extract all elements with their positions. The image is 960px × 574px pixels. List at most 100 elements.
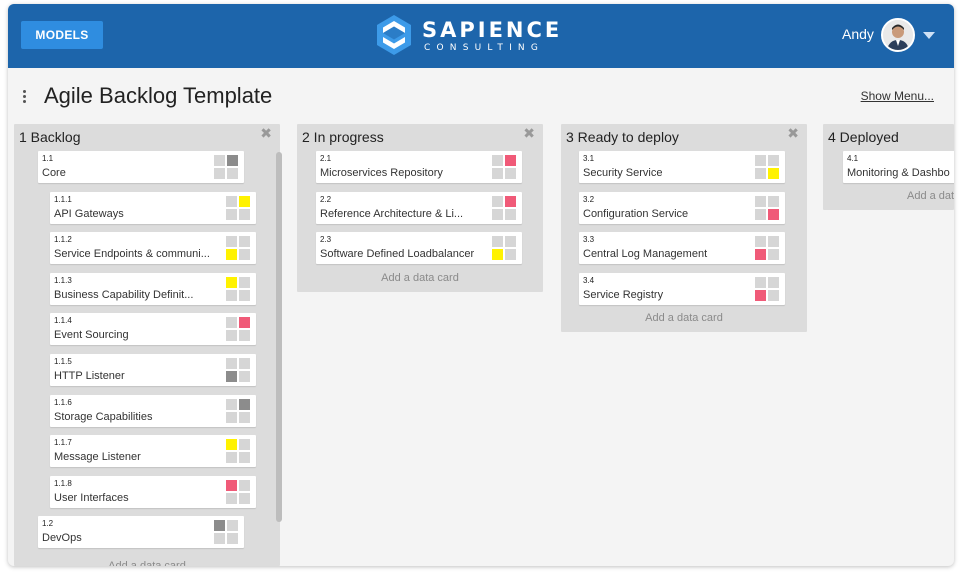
card-name: Event Sourcing [54,329,129,341]
brand-logo: SAPIENCE CONSULTING [374,12,574,58]
card-name: Security Service [583,167,663,179]
card-number: 1.1.7 [54,438,72,447]
card-name: API Gateways [54,208,124,220]
status-indicator [239,412,250,423]
close-icon[interactable]: ✖ [787,125,799,141]
card-number: 2.2 [320,195,332,204]
status-indicator [239,330,250,341]
status-indicator [239,290,250,301]
status-indicator [226,290,237,301]
add-data-card-link[interactable]: Add a data card [907,190,954,202]
brand-subtitle: CONSULTING [424,43,545,53]
add-data-card-link[interactable]: Add a data card [108,560,186,566]
data-card[interactable]: 1.1.7 Message Listener [50,435,256,467]
kebab-menu-icon[interactable] [20,88,28,106]
avatar[interactable] [881,18,915,52]
card-number: 1.1.4 [54,316,72,325]
card-number: 1.1.5 [54,357,72,366]
show-menu-link[interactable]: Show Menu... [860,89,934,103]
add-data-card-link[interactable]: Add a data card [381,272,459,284]
data-card[interactable]: 1.1.1 API Gateways [50,192,256,224]
status-indicator [755,155,766,166]
status-indicator [226,480,237,491]
status-indicator [239,399,250,410]
data-card[interactable]: 1.1.2 Service Endpoints & communi... [50,232,256,264]
data-card[interactable]: 1.2 DevOps [38,516,244,548]
data-card[interactable]: 1.1 Core [38,151,244,183]
status-indicator [768,168,779,179]
data-card[interactable]: 3.1 Security Service [579,151,785,183]
data-card[interactable]: 3.2 Configuration Service [579,192,785,224]
status-indicator [214,168,225,179]
data-card[interactable]: 2.1 Microservices Repository [316,151,522,183]
card-name: Configuration Service [583,208,689,220]
status-indicator [505,209,516,220]
status-indicator [227,155,238,166]
card-number: 1.1 [42,154,54,163]
data-card[interactable]: 1.1.5 HTTP Listener [50,354,256,386]
status-indicator [755,249,766,260]
close-icon[interactable]: ✖ [260,125,272,141]
card-number: 1.1.6 [54,398,72,407]
status-indicator [239,480,250,491]
card-name: Service Registry [583,289,664,301]
user-menu-chevron-down-icon[interactable] [923,32,935,39]
user-avatar-icon [883,20,913,50]
data-card[interactable]: 1.1.3 Business Capability Definit... [50,273,256,305]
card-name: DevOps [42,532,82,544]
status-indicator [492,196,503,207]
status-indicator [239,317,250,328]
add-data-card-link[interactable]: Add a data card [645,312,723,324]
card-name: Storage Capabilities [54,411,153,423]
status-indicator [768,249,779,260]
card-number: 1.1.3 [54,276,72,285]
user-name[interactable]: Andy [842,26,874,42]
status-indicator [239,196,250,207]
data-card[interactable]: 2.2 Reference Architecture & Li... [316,192,522,224]
status-indicator [214,520,225,531]
status-indicator [226,439,237,450]
card-number: 2.3 [320,235,332,244]
status-indicator [226,330,237,341]
status-indicator [492,236,503,247]
status-indicator [239,358,250,369]
status-indicator [239,439,250,450]
card-name: User Interfaces [54,492,129,504]
data-card[interactable]: 2.3 Software Defined Loadbalancer [316,232,522,264]
status-indicator [214,155,225,166]
card-number: 2.1 [320,154,332,163]
status-indicator [227,520,238,531]
card-name: HTTP Listener [54,370,125,382]
column-title: 3 Ready to deploy [566,129,679,145]
status-indicator [505,168,516,179]
data-card[interactable]: 1.1.6 Storage Capabilities [50,395,256,427]
status-indicator [226,236,237,247]
data-card[interactable]: 1.1.4 Event Sourcing [50,313,256,345]
sapience-logo-icon [377,15,411,55]
card-number: 3.1 [583,154,595,163]
status-indicator [492,209,503,220]
models-button[interactable]: MODELS [21,21,103,49]
card-name: Reference Architecture & Li... [320,208,464,220]
column-backlog: 1 Backlog ✖ Add a data card 1.1 Core 1.1.1… [14,124,282,566]
data-card[interactable]: 1.1.8 User Interfaces [50,476,256,508]
column-title: 2 In progress [302,129,384,145]
card-name: Core [42,167,66,179]
close-icon[interactable]: ✖ [523,125,535,141]
card-name: Microservices Repository [320,167,443,179]
status-indicator [239,236,250,247]
status-indicator [239,493,250,504]
data-card[interactable]: 3.4 Service Registry [579,273,785,305]
status-indicator [226,317,237,328]
status-indicator [768,155,779,166]
card-name: Service Endpoints & communi... [54,248,210,260]
card-name: Monitoring & Dashbo [847,167,950,179]
status-indicator [226,249,237,260]
status-indicator [226,412,237,423]
status-indicator [492,155,503,166]
card-name: Message Listener [54,451,141,463]
data-card[interactable]: 4.1 Monitoring & Dashbo [843,151,954,183]
column-scrollbar[interactable] [276,152,282,522]
column-in-progress: 2 In progress ✖ Add a data card 2.1 Micro… [297,124,543,292]
data-card[interactable]: 3.3 Central Log Management [579,232,785,264]
